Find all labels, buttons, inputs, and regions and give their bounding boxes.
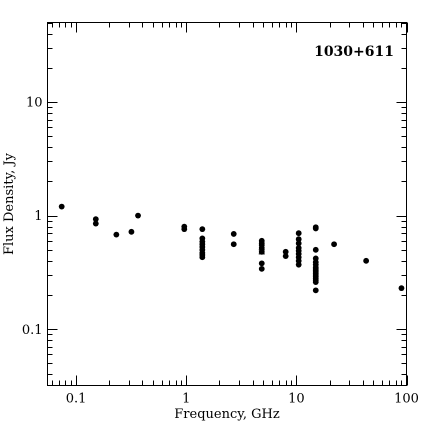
y-tick-label: 0.1 (22, 323, 43, 338)
axis-ticks (47, 22, 408, 386)
data-point (181, 226, 188, 233)
data-point (92, 216, 99, 223)
data-point (282, 253, 289, 260)
y-axis-label: Flux Density, Jy (2, 152, 17, 255)
data-point (199, 254, 206, 261)
data-point (128, 228, 135, 235)
x-tick-label: 1 (182, 392, 190, 407)
data-point (199, 226, 206, 233)
data-point (312, 279, 319, 285)
data-point (312, 225, 319, 232)
data-point (258, 260, 265, 267)
data-point (312, 287, 319, 294)
data-point (363, 257, 370, 264)
data-point (113, 231, 120, 238)
data-point (258, 248, 265, 255)
data-point (295, 261, 302, 268)
data-point (258, 265, 265, 272)
data-point (58, 203, 65, 210)
data-point (295, 230, 302, 237)
data-point (230, 231, 237, 237)
x-tick-label: 0.1 (66, 392, 87, 407)
data-point (295, 236, 302, 243)
data-point (295, 240, 302, 247)
data-point (230, 241, 237, 248)
data-point (331, 241, 337, 248)
x-axis-label: Frequency, GHz (174, 407, 280, 422)
y-tick-label: 1 (34, 209, 42, 224)
data-points (58, 203, 405, 294)
data-point (312, 246, 319, 253)
data-point (135, 212, 141, 219)
data-point (92, 220, 99, 227)
axis-tick-labels: 0.1 1 10 100 0.1 1 10 (22, 95, 419, 406)
data-point (398, 285, 405, 292)
source-annotation: 1030+611 (314, 44, 394, 60)
y-tick-label: 10 (26, 95, 43, 110)
x-tick-label: 100 (394, 392, 419, 407)
x-tick-label: 10 (288, 392, 305, 407)
plot-frame (47, 22, 407, 386)
data-point (282, 248, 289, 255)
